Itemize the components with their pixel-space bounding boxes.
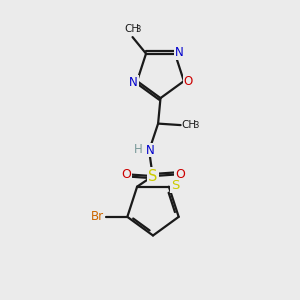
Text: N: N (175, 46, 183, 59)
Text: S: S (171, 179, 179, 192)
Text: O: O (121, 167, 130, 181)
Text: N: N (146, 143, 155, 157)
Text: 3: 3 (194, 121, 199, 130)
Text: CH: CH (181, 119, 196, 130)
Text: O: O (184, 75, 193, 88)
Text: S: S (148, 169, 158, 184)
Text: Br: Br (91, 210, 104, 223)
Text: N: N (129, 76, 138, 89)
Text: H: H (134, 142, 143, 156)
Text: O: O (175, 167, 184, 181)
Text: CH: CH (124, 24, 139, 34)
Text: 3: 3 (136, 25, 141, 34)
